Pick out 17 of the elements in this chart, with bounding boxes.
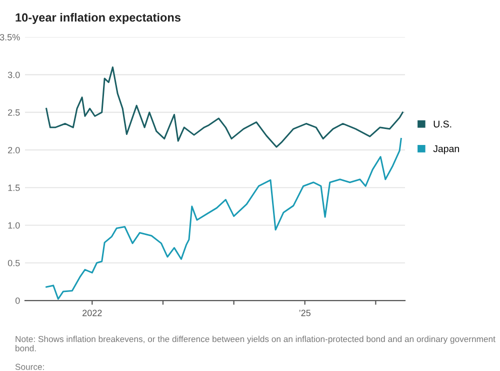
y-tick-label: 1.0 xyxy=(8,222,20,229)
y-tick-label: 3.5% xyxy=(0,34,20,40)
x-tick-label: 2022 xyxy=(82,310,102,316)
line-series xyxy=(46,138,402,300)
line-series xyxy=(46,66,404,148)
y-tick-label: 2.5 xyxy=(8,109,20,116)
y-tick-label: 0 xyxy=(15,297,20,304)
y-tick-label: 2.0 xyxy=(8,146,20,154)
legend-label: Japan xyxy=(433,145,459,154)
legend-label: U.S. xyxy=(434,120,452,128)
y-tick-label: 1.5 xyxy=(8,184,20,191)
text: Note: Shows inflation breakevens, or the difference between yields on an inflation-protected bond and an ordinary government bond. xyxy=(16,336,496,352)
x-tick-label: ’25 xyxy=(299,310,311,316)
chart-title: 10-year inflation expectations xyxy=(16,12,181,24)
source-note: Source: xyxy=(15,364,44,370)
y-tick-label: 0.5 xyxy=(8,260,20,266)
y-tick-label: 3.0 xyxy=(8,72,20,78)
